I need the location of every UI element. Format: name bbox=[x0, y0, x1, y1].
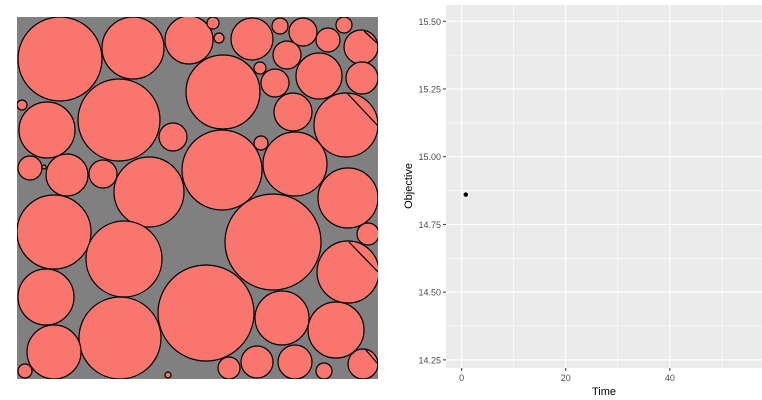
packed-circle bbox=[78, 296, 162, 379]
packed-circle bbox=[271, 17, 289, 35]
circle-chord bbox=[346, 92, 378, 127]
packed-circle bbox=[17, 363, 33, 379]
packed-circle bbox=[317, 167, 378, 229]
packed-circle bbox=[85, 220, 163, 298]
y-tick-label: 15.25 bbox=[418, 84, 441, 94]
packed-circle bbox=[164, 17, 214, 65]
packed-circle bbox=[254, 290, 310, 346]
packed-circle bbox=[335, 17, 353, 34]
x-tick-label: 40 bbox=[665, 373, 675, 383]
packed-circle bbox=[18, 101, 76, 159]
packed-circle bbox=[288, 17, 318, 47]
x-tick-label: 0 bbox=[459, 373, 464, 383]
packed-circle bbox=[77, 78, 161, 162]
packed-circle bbox=[262, 131, 328, 197]
packed-circle bbox=[17, 268, 75, 326]
packed-circle bbox=[273, 92, 313, 132]
packing-circles bbox=[17, 17, 378, 379]
x-axis: 0 20 40 bbox=[459, 368, 675, 383]
y-axis-label: Objective bbox=[403, 163, 415, 209]
y-axis: 14.25 14.50 14.75 15.00 15.25 15.50 bbox=[418, 17, 446, 365]
packed-circle bbox=[253, 135, 269, 151]
y-tick-label: 15.00 bbox=[418, 152, 441, 162]
packed-circle bbox=[164, 371, 172, 379]
packed-circle bbox=[158, 122, 188, 152]
packed-circle bbox=[157, 264, 255, 362]
packed-circle bbox=[230, 17, 274, 61]
circle-packing-diagram bbox=[17, 17, 378, 379]
packed-circle bbox=[315, 27, 341, 53]
packed-circle bbox=[277, 344, 313, 379]
packed-circle bbox=[213, 32, 225, 44]
packed-circle bbox=[272, 40, 302, 70]
packed-circle bbox=[185, 54, 261, 130]
packed-circle bbox=[240, 345, 274, 379]
plot-panel bbox=[446, 5, 762, 368]
circle-chord bbox=[348, 241, 378, 273]
x-axis-label: Time bbox=[592, 386, 616, 398]
y-tick-label: 14.25 bbox=[418, 355, 441, 365]
packed-circle bbox=[17, 194, 92, 270]
packed-circle bbox=[217, 356, 241, 379]
packed-circle bbox=[295, 52, 343, 100]
packed-circle bbox=[260, 68, 290, 98]
packed-circle bbox=[253, 61, 267, 75]
minor-gridlines bbox=[446, 5, 762, 368]
y-tick-label: 15.50 bbox=[418, 17, 441, 27]
packed-circle bbox=[113, 156, 185, 228]
packed-circle bbox=[181, 129, 263, 211]
packed-circle bbox=[17, 99, 28, 111]
packed-circle bbox=[313, 92, 378, 158]
packed-circle bbox=[356, 222, 378, 246]
packed-circle bbox=[26, 324, 82, 379]
data-points bbox=[463, 192, 468, 197]
data-point bbox=[463, 192, 468, 197]
packed-circle bbox=[88, 159, 118, 189]
packed-circle bbox=[206, 17, 220, 30]
packed-circle bbox=[41, 164, 47, 170]
y-tick-label: 14.50 bbox=[418, 288, 441, 298]
packed-circle bbox=[316, 240, 378, 304]
packed-circle bbox=[345, 61, 378, 95]
packed-circle bbox=[45, 153, 89, 197]
circle-chord bbox=[363, 30, 378, 44]
packed-circle bbox=[17, 17, 103, 102]
objective-time-chart: 14.25 14.50 14.75 15.00 15.25 15.50 0 20 40 Tim… bbox=[403, 5, 762, 398]
packed-circle bbox=[17, 155, 43, 181]
packed-circle bbox=[343, 29, 378, 65]
major-gridlines bbox=[446, 5, 762, 368]
y-tick-label: 14.75 bbox=[418, 220, 441, 230]
packed-circle bbox=[101, 17, 165, 80]
packed-circle bbox=[224, 193, 322, 291]
packed-circle bbox=[307, 301, 365, 359]
packed-circle bbox=[347, 348, 378, 379]
circle-chord bbox=[364, 348, 378, 365]
packed-circle bbox=[315, 362, 333, 379]
x-tick-label: 20 bbox=[561, 373, 571, 383]
